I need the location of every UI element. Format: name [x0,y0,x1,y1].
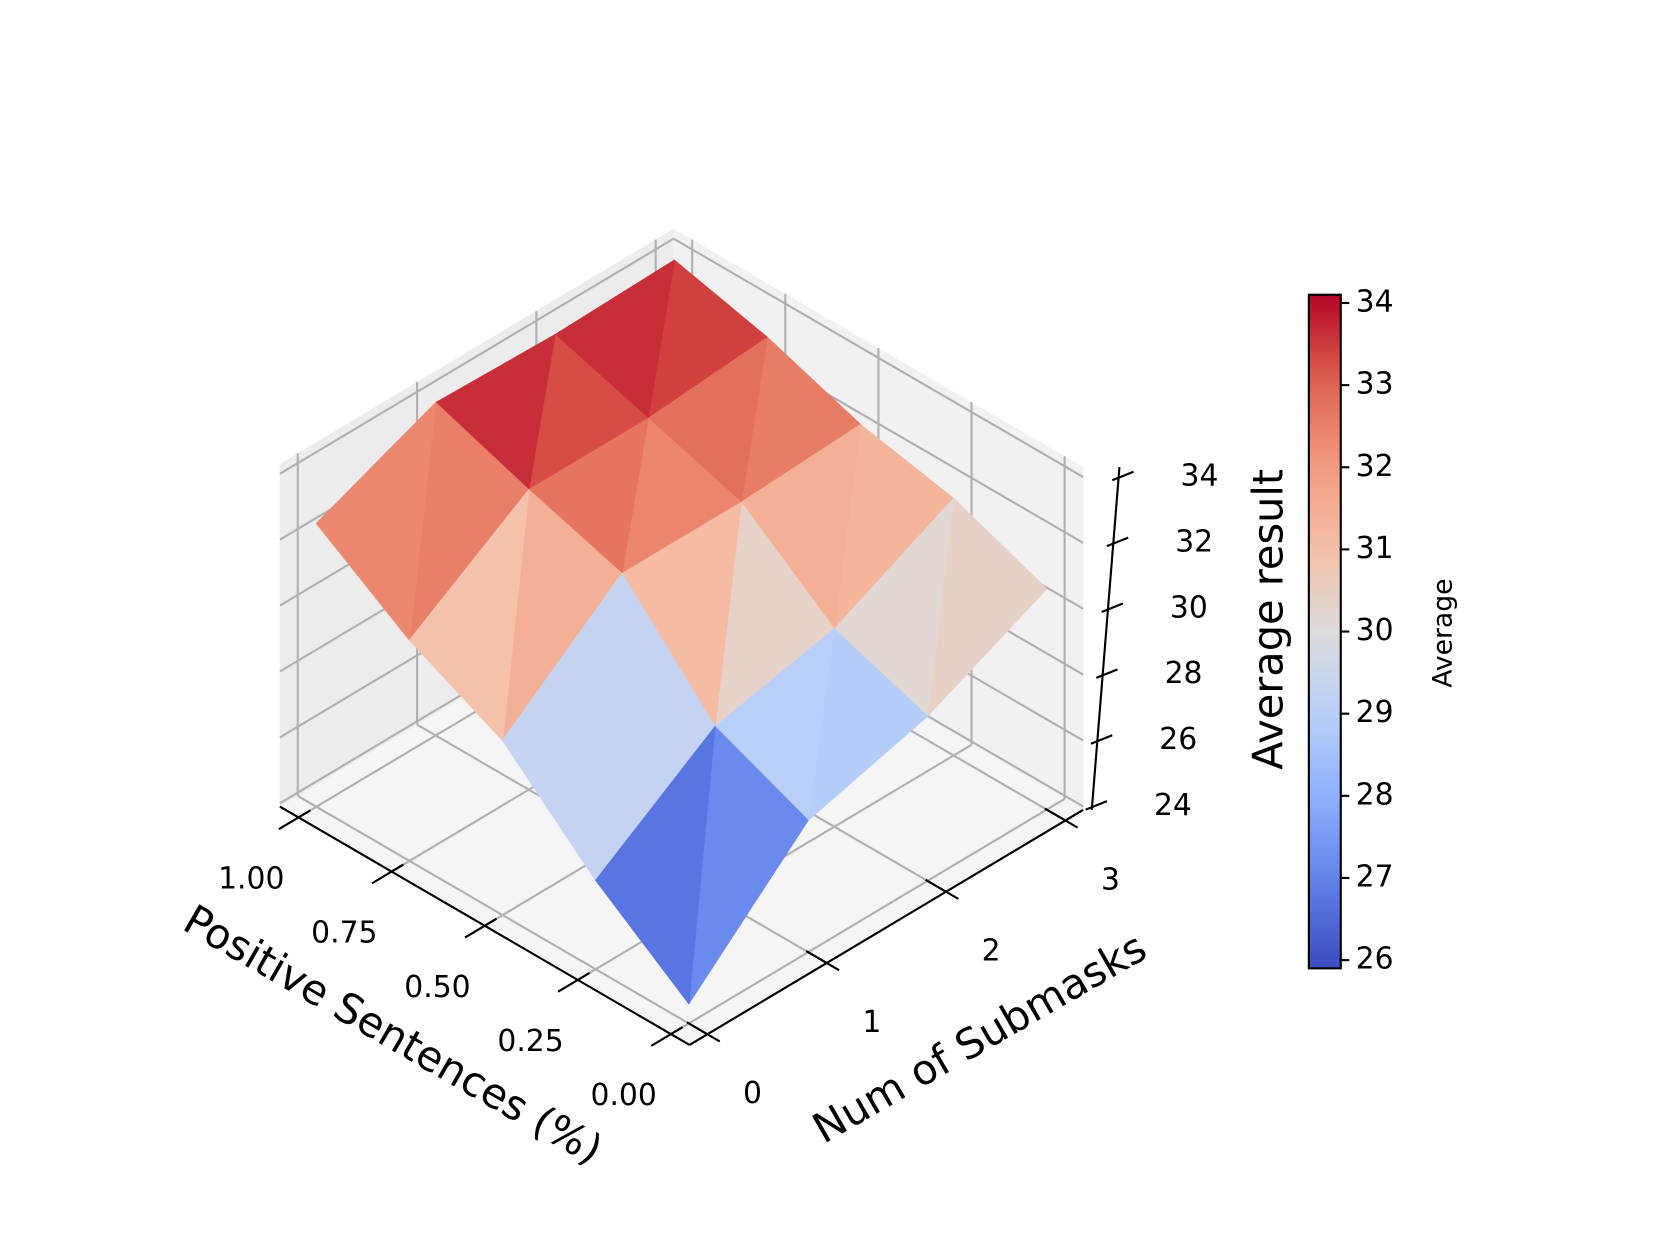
grid-line [279,237,675,475]
x-tick [557,971,591,993]
colorbar: 26 27 28 29 30 31 32 33 34 [1307,284,1394,977]
colorbar-gradient [1307,293,1342,970]
x-tick [371,863,404,885]
y-tick [686,1021,721,1043]
z-tick [1101,602,1124,613]
colorbar-tick-label: 34 [1356,284,1394,319]
z-tick [1090,734,1113,745]
z-tick-label: 34 [1181,459,1219,494]
y-tick [1044,807,1079,829]
y-tick-label: 0 [743,1076,762,1111]
colorbar-tick-label: 32 [1356,449,1394,484]
y-tick-label: 2 [982,934,1001,969]
grid-line [670,798,1066,1036]
z-tick [1085,800,1108,811]
x-tick [650,1026,684,1047]
z-tick-label: 26 [1159,722,1197,757]
surface-face [408,489,530,741]
grid-line [297,794,708,1036]
x-tick [278,809,311,831]
axis-line [688,808,1084,1046]
grid-line [673,237,1084,478]
colorbar-tick-label: 29 [1356,695,1394,730]
colorbar-tick-label: 26 [1356,942,1394,977]
y-tick-label: 1 [862,1005,881,1040]
surface [315,259,1048,1005]
axes: 0.00 0.25 0.50 0.75 1.00 0 1 2 3 24 26 28 30 32 34 [218,459,1218,1114]
x-tick-label: 0.50 [404,970,470,1005]
colorbar-tick-label: 33 [1356,367,1394,402]
colorbar-label: Average [1427,579,1458,688]
z-tick [1106,536,1129,548]
surface-face [502,573,623,881]
x-tick-label: 0.00 [591,1078,657,1113]
z-tick-label: 24 [1154,788,1192,823]
x-tick-label: 0.75 [311,916,377,951]
colorbar-tick-label: 30 [1356,613,1394,648]
y-tick-label: 3 [1101,862,1120,897]
z-tick-label: 32 [1175,524,1213,559]
x-tick-label: 1.00 [218,861,284,896]
y-tick [805,950,840,972]
colorbar-tick-label: 28 [1356,777,1394,812]
z-axis-title: Average result [1244,469,1293,770]
colorbar-tick-label: 31 [1356,531,1394,566]
surface-face [595,726,716,1005]
z-tick-label: 30 [1170,590,1208,625]
colorbar-tick-label: 27 [1356,859,1394,894]
z-tick [1095,668,1118,679]
z-axis-line [1090,467,1121,810]
surface-face [315,402,437,641]
y-tick [925,878,959,900]
z-tick [1111,470,1134,482]
z-tick-label: 28 [1165,656,1203,691]
y-axis-title: Num of Submasks [804,922,1154,1153]
x-tick [464,917,498,939]
x-tick-label: 0.25 [497,1024,563,1059]
